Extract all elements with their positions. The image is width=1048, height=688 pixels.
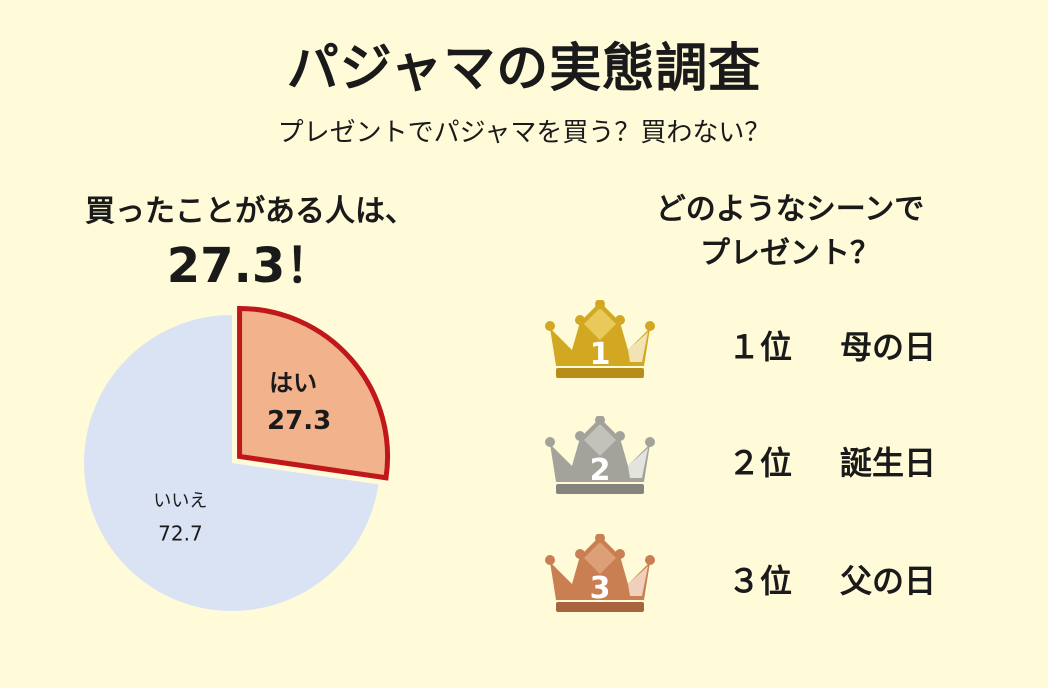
scene-heading-line1: どのようなシーンで (655, 192, 925, 227)
page-subtitle: プレゼントでパジャマを買う？買わない？ (277, 118, 771, 148)
crown-number-2: 2 (590, 453, 611, 488)
pie-slice-no (84, 315, 379, 611)
scene-heading: どのようなシーンで プレゼント？ (580, 188, 1000, 276)
pie-chart: はい 27.3 いいえ 72.7 (84, 305, 391, 611)
rank-scene-3: 父の日 (840, 562, 937, 600)
purchased-highlight: 27.3！ (166, 238, 334, 294)
bronze-crown-icon: 3 (545, 534, 655, 612)
rank-row-2: 2 ２位 誕生日 (540, 416, 1000, 506)
scene-heading-line2: プレゼント？ (700, 236, 880, 271)
rank-label-2: ２位 (728, 444, 793, 482)
crown-number-1: 1 (590, 337, 611, 372)
rank-label-3: ３位 (728, 562, 793, 600)
rank-scene-2: 誕生日 (840, 444, 937, 482)
pie-value-no: 72.7 (158, 521, 203, 545)
page-title: パジャマの実態調査 (286, 39, 762, 99)
rank-label-1: １位 (728, 328, 793, 366)
pie-slice-yes (237, 305, 391, 481)
silver-crown-icon: 2 (545, 416, 655, 494)
rank-row-1: 1 １位 母の日 (540, 300, 1000, 390)
pie-label-yes: はい (269, 369, 317, 397)
rank-scene-1: 母の日 (840, 328, 937, 366)
pie-value-yes: 27.3 (267, 406, 331, 436)
pie-label-no: いいえ (153, 490, 207, 511)
rank-row-3: 3 ３位 父の日 (540, 534, 1000, 624)
purchased-heading: 買ったことがある人は、 (85, 194, 415, 229)
gold-crown-icon: 1 (545, 300, 655, 378)
crown-number-3: 3 (590, 571, 611, 606)
